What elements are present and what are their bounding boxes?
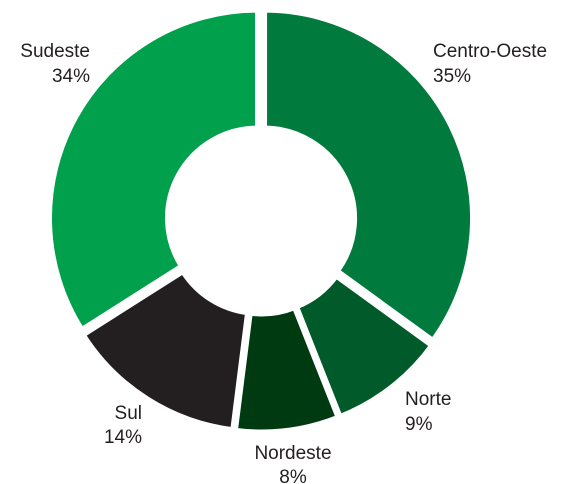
label-norte-value: 9% — [405, 414, 433, 435]
label-centro-oeste-name: Centro-Oeste — [433, 41, 547, 62]
slice-nordeste — [232, 304, 342, 435]
donut-slices — [47, 7, 476, 435]
label-norte-name: Norte — [405, 389, 451, 410]
label-sul-value: 14% — [104, 427, 142, 448]
slice-labels: Centro-Oeste 35% Norte 9% Nordeste 8% Su… — [20, 41, 547, 484]
label-sudeste-value: 34% — [52, 66, 90, 87]
slice-sul — [79, 268, 251, 433]
slice-centro-oeste — [262, 7, 476, 344]
label-nordeste-name: Nordeste — [254, 443, 331, 464]
slice-sudeste — [47, 7, 260, 333]
label-centro-oeste-value: 35% — [433, 66, 471, 87]
label-nordeste-value: 8% — [279, 467, 307, 484]
label-sudeste-name: Sudeste — [20, 41, 90, 62]
label-sul-name: Sul — [115, 403, 142, 424]
